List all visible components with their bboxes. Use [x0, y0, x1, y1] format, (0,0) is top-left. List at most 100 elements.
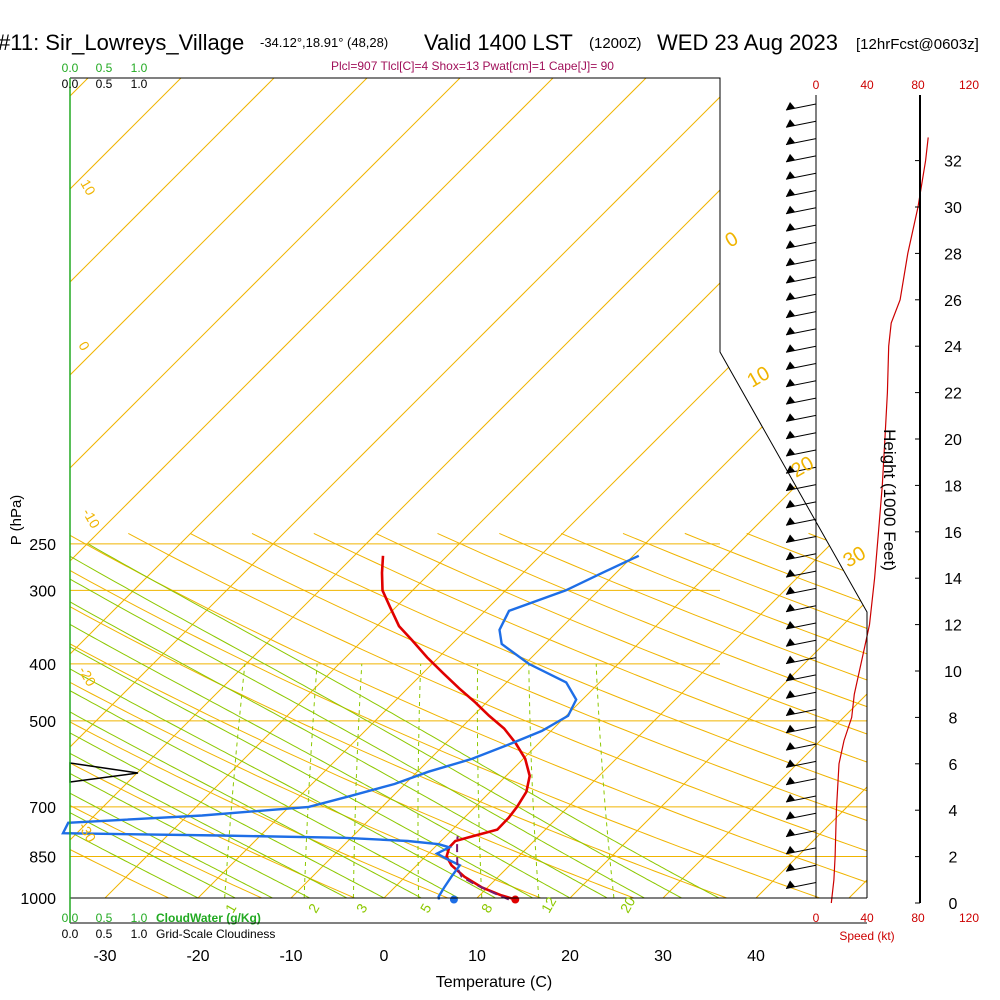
dry-adiabat-line	[70, 532, 856, 898]
isotherm-line	[70, 78, 554, 898]
wind-barb-flag	[786, 621, 795, 629]
height-tick-label: 32	[944, 154, 962, 171]
moist-adiabat-line	[70, 543, 422, 898]
wind-barb-staff	[785, 726, 817, 734]
wind-barb	[785, 707, 817, 716]
isotherm-line	[569, 78, 867, 898]
dry-adiabat-label: 0	[75, 339, 93, 354]
dry-adiabat-line	[70, 532, 667, 898]
wind-barb-staff	[785, 570, 817, 578]
surface-dewpoint-point	[449, 895, 458, 904]
height-tick-label: 10	[944, 664, 962, 681]
wind-barb-flag	[786, 292, 795, 301]
isotherm-line	[662, 78, 867, 898]
dry-adiabat-line	[808, 532, 867, 898]
speed-axis-title: Speed (kt)	[839, 929, 894, 943]
speed-tick-top: 40	[860, 78, 874, 92]
wind-barb	[785, 534, 817, 543]
height-tick-label: 22	[944, 386, 962, 403]
sounding-indices: Plcl=907 Tlcl[C]=4 Shox=13 Pwat[cm]=1 Ca…	[331, 59, 614, 73]
wind-barb	[785, 257, 817, 267]
wind-barb	[785, 776, 817, 786]
wind-barb	[785, 672, 817, 682]
wind-barb-flag	[786, 240, 795, 249]
plot-frame	[70, 77, 868, 898]
cloudiness-tick-bottom: 1.0	[131, 927, 148, 941]
isotherm-line	[70, 78, 647, 898]
wind-barb	[785, 499, 817, 509]
wind-barb-staff	[785, 830, 817, 838]
wind-barb-staff	[785, 224, 817, 232]
parcel-series	[456, 836, 510, 901]
wind-barb-staff	[785, 709, 817, 716]
valid-time: Valid 1400 LST	[424, 30, 573, 55]
moist-adiabat-line	[70, 543, 348, 898]
wind-barb	[785, 586, 817, 595]
isotherm-line	[70, 78, 89, 898]
wind-barb-staff	[785, 103, 817, 111]
wind-barb-flag	[786, 569, 795, 578]
wind-barb-flag	[786, 845, 795, 854]
wind-barb	[785, 621, 817, 630]
speed-tick-top: 120	[959, 78, 979, 92]
wind-barb-staff	[785, 536, 817, 543]
temperature-tick-label: -10	[279, 948, 302, 965]
wind-barb	[785, 603, 817, 613]
wind-barb-staff	[785, 172, 817, 180]
height-tick-label: 4	[949, 803, 958, 820]
wind-speed-series	[830, 137, 929, 904]
height-tick-label: 8	[949, 710, 958, 727]
wind-barb-staff	[785, 743, 817, 751]
dry-adiabat-line	[189, 532, 867, 898]
pressure-tick-label: 400	[29, 657, 56, 674]
wind-barb-staff	[785, 760, 817, 768]
cloud-water-tick-top: 0.0	[62, 61, 79, 75]
wind-barb-flag	[786, 863, 795, 872]
wind-barb	[785, 240, 817, 249]
moist-adiabat-line	[70, 543, 496, 898]
wind-barb	[785, 102, 817, 111]
wind-barb-flag	[786, 828, 795, 837]
dry-adiabat-label: -10	[79, 506, 103, 532]
height-tick-label: 0	[949, 896, 958, 913]
moist-adiabat-line	[70, 543, 236, 898]
wind-barb	[785, 742, 817, 751]
cloud-water-tick-bottom: 1.0	[131, 911, 148, 925]
pressure-tick-label: 1000	[20, 891, 56, 908]
wind-barb	[785, 413, 817, 422]
wind-barb	[785, 863, 817, 872]
wind-barb	[785, 292, 817, 301]
height-tick-label: 16	[944, 525, 962, 542]
mixing-ratio-label: 12	[538, 894, 560, 916]
height-tick-label: 18	[944, 478, 962, 495]
wind-barb-flag	[786, 534, 795, 543]
speed-tick-bottom: 40	[860, 911, 874, 925]
height-tick-label: 26	[944, 293, 962, 310]
moist-adiabat-line	[70, 543, 534, 898]
wind-barb-flag	[786, 811, 795, 820]
moist-adiabat-line	[70, 543, 310, 898]
dry-adiabat-label: 10	[77, 177, 99, 199]
wind-barb-staff	[785, 380, 817, 388]
valid-date: WED 23 Aug 2023	[657, 30, 838, 55]
wind-barb-staff	[785, 639, 817, 647]
speed-tick-bottom: 80	[911, 911, 925, 925]
dry-adiabat-line	[70, 532, 573, 898]
wind-barb-flag	[786, 413, 795, 422]
wind-barb-flag	[786, 257, 795, 266]
moist-adiabat-label: 10	[744, 362, 774, 392]
cloudiness-tick-top: 0.0	[62, 77, 79, 91]
wind-barb-flag	[786, 188, 795, 197]
wind-barb	[785, 430, 817, 440]
moist-adiabat-line	[70, 543, 682, 898]
wind-barb	[785, 638, 817, 647]
wind-barb-staff	[785, 311, 817, 319]
wind-barb-flag	[786, 326, 795, 335]
wind-barb	[785, 275, 817, 284]
dry-adiabat-line	[932, 533, 1000, 910]
wind-barb	[785, 690, 817, 699]
moist-adiabat-line	[87, 543, 720, 898]
wind-barb	[785, 448, 817, 457]
mixing-ratio-line	[476, 663, 483, 898]
